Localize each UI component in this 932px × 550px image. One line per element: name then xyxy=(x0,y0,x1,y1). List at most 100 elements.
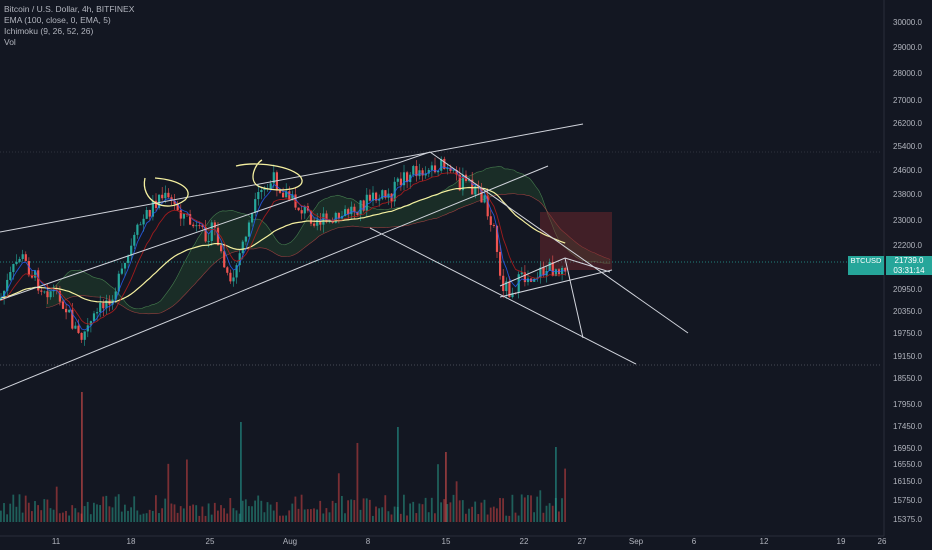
candle-body xyxy=(421,170,424,176)
candle-body xyxy=(43,291,46,293)
candle-body xyxy=(226,267,229,273)
volume-bar xyxy=(108,506,111,522)
candle-body xyxy=(269,183,272,189)
candle-body xyxy=(402,172,406,186)
volume-bar xyxy=(83,506,86,522)
volume-bar xyxy=(297,508,300,522)
volume-bar xyxy=(164,498,167,522)
volume-bar xyxy=(269,504,272,522)
candle-body xyxy=(542,267,545,276)
candle-body xyxy=(468,179,471,181)
candle-body xyxy=(316,219,319,226)
candle-body xyxy=(68,309,71,313)
volume-bar xyxy=(434,513,436,522)
price-axis-label: 17950.0 xyxy=(893,400,922,409)
volume-bar xyxy=(486,514,489,522)
candle-body xyxy=(272,172,275,184)
volume-bar xyxy=(387,511,390,522)
candle-body xyxy=(61,301,65,309)
volume-bar xyxy=(362,498,365,522)
volume-bar xyxy=(527,495,529,522)
volume-bar xyxy=(62,512,64,522)
candle-body xyxy=(455,170,458,175)
time-axis-label: 18 xyxy=(127,537,136,546)
candle-body xyxy=(517,274,520,293)
volume-bar xyxy=(449,502,452,522)
volume-bar xyxy=(176,512,179,522)
candle-body xyxy=(297,207,300,211)
candle-body xyxy=(353,206,356,212)
candle-body xyxy=(368,194,371,201)
volume-bar xyxy=(220,505,222,522)
volume-bar xyxy=(89,514,92,522)
candle-body xyxy=(49,291,52,298)
candle-body xyxy=(3,290,6,298)
volume-bar xyxy=(344,513,346,522)
volume-bar xyxy=(300,494,303,522)
candle-body xyxy=(216,227,220,246)
candle-body xyxy=(533,278,536,282)
candle-body xyxy=(148,209,151,217)
candle-body xyxy=(415,166,418,177)
candle-body xyxy=(362,200,365,211)
price-axis-label: 26200.0 xyxy=(893,119,922,128)
symbol-legend[interactable]: Bitcoin / U.S. Dollar, 4h, BITFINEX xyxy=(4,4,135,14)
volume-bar xyxy=(322,513,325,522)
volume-bar xyxy=(368,499,371,522)
candle-body xyxy=(74,325,77,329)
candle-body xyxy=(313,223,316,226)
candle-body xyxy=(136,224,139,235)
volume-bar xyxy=(207,503,210,522)
volume-bar xyxy=(272,510,275,522)
volume-bar xyxy=(198,515,201,522)
volume-bar xyxy=(461,500,464,522)
candle-body xyxy=(15,261,18,265)
volume-legend[interactable]: Vol xyxy=(4,37,16,47)
volume-bar xyxy=(477,514,480,522)
candle-body xyxy=(99,302,102,313)
volume-bar xyxy=(539,490,542,522)
volume-bars xyxy=(0,392,566,522)
candlesticks xyxy=(0,156,567,346)
volume-bar xyxy=(285,515,287,522)
volume-bar xyxy=(455,481,458,522)
time-axis[interactable]: 11 18 25 Aug 8 15 22 27 Sep 6 12 19 26 xyxy=(52,537,887,546)
volume-bar xyxy=(350,499,353,522)
volume-bar xyxy=(133,496,136,522)
candle-body xyxy=(520,272,523,275)
volume-bar xyxy=(381,507,384,522)
ichimoku-legend[interactable]: Ichimoku (9, 26, 52, 26) xyxy=(4,26,94,36)
volume-bar xyxy=(542,512,545,522)
trendline-drawings[interactable] xyxy=(0,123,689,391)
price-axis-label: 16550.0 xyxy=(893,460,922,469)
candle-body xyxy=(492,224,495,226)
volume-bar xyxy=(523,497,526,522)
future-cloud xyxy=(540,212,612,270)
volume-bar xyxy=(213,502,216,522)
volume-bar xyxy=(12,494,15,522)
volume-bar xyxy=(68,515,70,522)
candle-body xyxy=(371,192,375,201)
volume-bar xyxy=(288,510,291,522)
trendline xyxy=(499,269,613,298)
candle-body xyxy=(449,167,452,171)
volume-bar xyxy=(102,496,105,522)
volume-bar xyxy=(71,505,74,522)
volume-bar xyxy=(291,503,294,522)
candle-body xyxy=(80,332,83,340)
price-axis[interactable]: 30000.0 29000.0 28000.0 27000.0 26200.0 25400… xyxy=(893,18,922,524)
volume-bar xyxy=(520,494,523,522)
candle-body xyxy=(551,261,554,276)
candle-body xyxy=(179,210,182,219)
candle-body xyxy=(12,264,15,273)
volume-bar xyxy=(279,515,281,522)
volume-bar xyxy=(430,497,433,522)
volume-bar xyxy=(508,515,511,522)
candle-body xyxy=(117,273,120,292)
volume-bar xyxy=(142,513,145,522)
volume-bar xyxy=(378,508,380,522)
ema-legend[interactable]: EMA (100, close, 0, EMA, 5) xyxy=(4,15,111,25)
volume-bar xyxy=(226,513,229,522)
time-axis-label: Aug xyxy=(283,537,297,546)
